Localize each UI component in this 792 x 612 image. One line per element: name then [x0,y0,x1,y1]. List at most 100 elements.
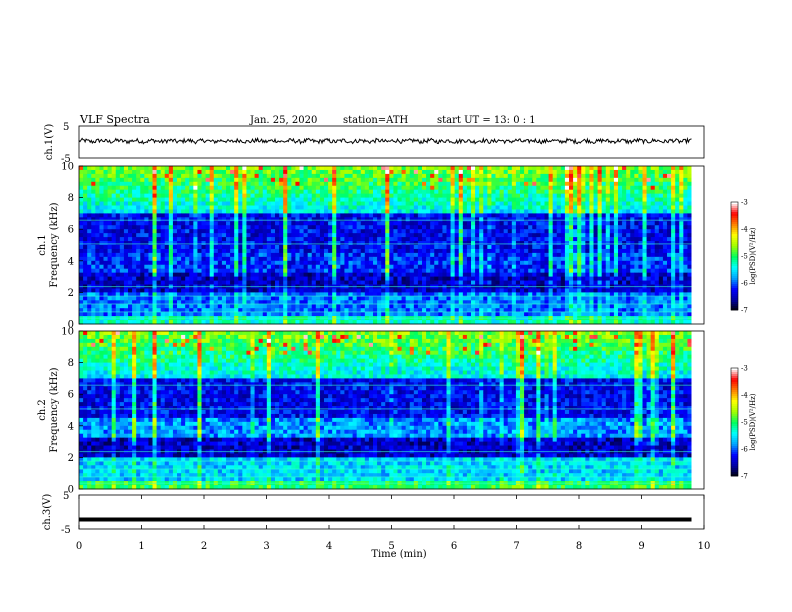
spectrogram-cell [83,189,88,195]
spectrogram-cell [348,209,353,214]
spectrogram-cell [397,213,402,218]
spectrogram-cell [79,256,84,262]
spectrogram-cell [87,177,92,183]
spectrogram-cell [650,276,656,281]
spectrogram-cell [552,229,558,234]
spectrogram-cell [377,177,382,183]
spectrogram-cell [397,237,402,242]
spectrogram-cell [560,276,566,281]
spectrogram-cell [511,221,517,226]
spectrogram-cell [524,272,529,277]
spectrogram-cell [507,177,513,183]
spectrogram-cell [683,268,688,274]
spectrogram-cell [446,280,451,285]
spectrogram-cell [136,229,141,234]
spectrogram-cell [254,205,260,210]
spectrogram-cell [123,221,129,226]
spectrogram-cell [593,248,598,254]
spectrogram-cell [638,229,643,234]
spectrogram-cell [95,276,100,281]
spectrogram-cell [185,233,190,238]
spectrogram-cell [340,288,345,293]
spectrogram-cell [487,193,492,198]
spectrogram-cell [246,233,251,238]
spectrogram-cell [385,205,390,210]
spectrogram-cell [246,268,251,274]
spectrogram-cell [589,193,594,198]
spectrogram-cell [577,166,582,171]
spectrogram-cell [373,217,378,222]
spectrogram-cell [352,225,358,230]
spectrogram-cell [103,217,108,222]
spectrogram-cell [279,209,284,214]
spectrogram-cell [560,166,566,171]
spectrogram-cell [487,248,492,254]
spectrogram-cell [299,237,304,242]
spectrogram-cell [87,217,92,222]
spectrogram-cell [528,225,533,230]
spectrogram-cell [524,193,529,198]
spectrogram-cell [413,221,419,226]
spectrogram-cell [393,256,398,262]
spectrogram-cell [413,229,419,234]
spectrogram-cell [454,201,460,206]
spectrogram-cell [422,209,427,214]
spectrogram-cell [483,181,488,187]
spectrogram-cell [319,217,325,222]
spectrogram-cell [303,245,309,250]
spectrogram-cell [430,256,435,262]
spectrogram-cell [605,245,611,250]
spectrogram-cell [483,288,488,293]
spectrogram-cell [671,264,676,270]
spectrogram-cell [507,288,513,293]
spectrogram-cell [589,166,594,171]
spectrogram-cell [189,292,194,297]
spectrogram-cell [213,173,219,179]
spectrogram-cell [148,185,153,191]
spectrogram-cell [560,173,566,179]
spectrogram-cell [152,221,157,226]
spectrogram-cell [307,264,313,270]
spectrogram-cell [332,177,337,183]
spectrogram-cell [397,217,402,222]
spectrogram-cell [548,237,554,242]
spectrogram-cell [417,225,423,230]
spectrogram-cell [613,252,619,258]
spectrogram-cell [495,229,500,234]
spectrogram-cell [164,205,170,210]
spectrogram-cell [148,225,153,230]
spectrogram-cell [585,173,590,179]
spectrogram-cell [217,225,223,230]
spectrogram-cell [332,245,337,250]
spectrogram-cell [422,169,427,175]
spectrogram-cell [511,201,517,206]
spectrogram-cell [266,256,272,262]
spectrogram-cell [275,276,280,281]
spectrogram-cell [483,225,488,230]
spectrogram-cell [136,264,141,270]
spectrogram-cell [197,288,202,293]
spectrogram-cell [83,217,88,222]
spectrogram-cell [111,264,117,270]
spectrogram-cell [226,197,231,202]
spectrogram-cell [319,248,325,254]
spectrogram-cell [266,173,272,179]
spectrogram-cell [262,193,268,198]
spectrogram-cell [622,241,627,246]
spectrogram-cell [642,197,647,202]
spectrogram-cell [266,241,272,246]
spectrogram-cell [324,288,329,293]
spectrogram-cell [319,276,325,281]
spectrogram-cell [307,248,313,254]
spectrogram-cell [234,268,239,274]
spectrogram-cell [405,213,411,218]
spectrogram-cell [650,245,656,250]
spectrogram-cell [303,205,309,210]
spectrogram-cell [409,272,415,277]
spectrogram-cell [601,169,607,175]
spectrogram-cell [438,185,443,191]
spectrogram-cell [609,288,615,293]
spectrogram-cell [324,252,329,258]
spectrogram-cell [262,237,268,242]
spectrogram-cell [262,264,268,270]
